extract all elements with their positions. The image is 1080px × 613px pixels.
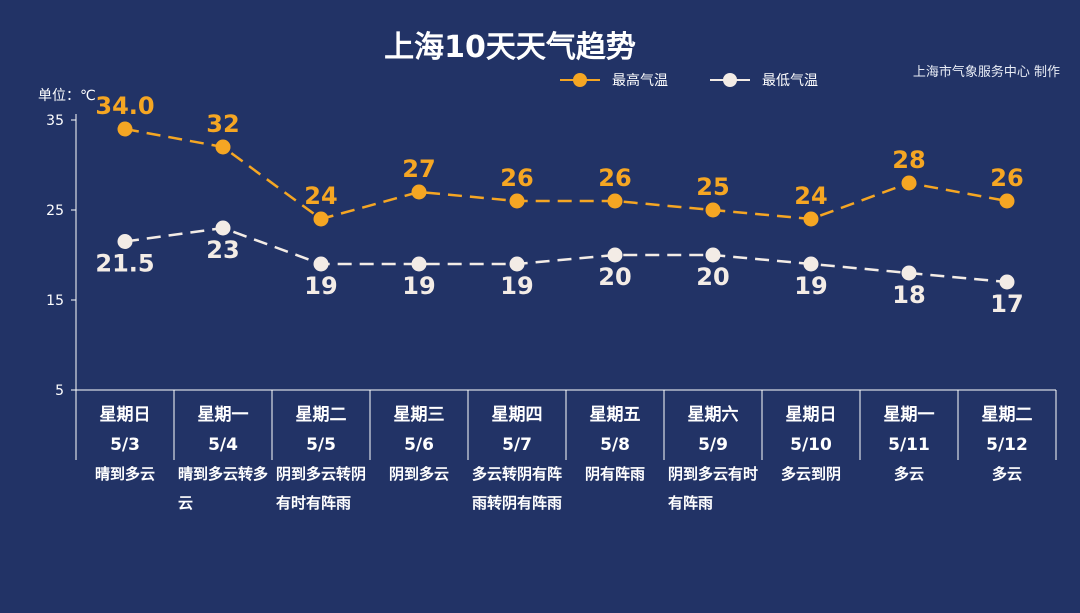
high-temp-label: 27 [402,155,435,183]
day-date: 5/9 [698,435,728,455]
low-temp-label: 20 [598,263,631,291]
low-temp-point [313,256,329,272]
high-temp-label: 24 [304,182,337,210]
high-temp-point [215,139,231,155]
chart-title: 上海10天天气趋势 [384,30,636,65]
day-date: 5/4 [208,435,238,455]
day-column: 星期日 5/3 晴到多云 [76,400,174,489]
day-column: 星期六 5/9 阴到多云有时有阵雨 [664,400,762,518]
day-weather: 阴到多云有时有阵雨 [668,465,759,512]
low-temp-point [901,265,917,281]
legend-item-low: 最低气温 [710,70,818,90]
day-weather: 多云 [893,465,924,483]
low-temp-point [999,274,1015,290]
legend-high-marker-icon [560,72,600,88]
day-date: 5/6 [404,435,434,455]
day-weather: 多云到阴 [780,465,841,483]
low-temp-label: 19 [794,272,827,300]
high-temp-point [411,184,427,200]
day-column: 星期二 5/5 阴到多云转阴有时有阵雨 [272,400,370,518]
high-temp-label: 32 [206,110,239,138]
day-date: 5/3 [110,435,140,455]
day-weather: 多云 [991,465,1022,483]
low-temp-point [509,256,525,272]
day-weather: 晴到多云 [94,465,155,483]
day-name: 星期五 [589,405,641,425]
day-name: 星期二 [981,405,1033,425]
day-column: 星期二 5/12 多云 [958,400,1056,489]
y-axis-unit-label: 单位：℃ [38,88,96,104]
low-temp-label: 20 [696,263,729,291]
day-column: 星期一 5/4 晴到多云转多云 [174,400,272,518]
high-temp-point [607,193,623,209]
day-date: 5/7 [502,435,532,455]
day-date: 5/5 [306,435,336,455]
day-column: 星期日 5/10 多云到阴 [762,400,860,489]
high-temp-point [999,193,1015,209]
low-temp-label: 19 [304,272,337,300]
high-temp-label: 26 [500,164,533,192]
day-weather: 晴到多云转多云 [178,465,269,512]
high-temp-label: 26 [990,164,1023,192]
low-temp-label: 19 [402,272,435,300]
high-temp-point [705,202,721,218]
day-date: 5/8 [600,435,630,455]
low-temp-label: 17 [990,290,1023,318]
day-name: 星期一 [883,405,935,425]
day-name: 星期三 [393,405,445,425]
low-temp-point [607,247,623,263]
day-name: 星期日 [99,405,151,425]
day-column: 星期三 5/6 阴到多云 [370,400,468,489]
day-name: 星期四 [491,405,543,425]
high-temp-line [124,127,1008,221]
high-temp-label: 24 [794,182,827,210]
low-temp-point [411,256,427,272]
day-date: 5/11 [888,435,930,455]
high-temp-point [509,193,525,209]
low-temp-label: 23 [206,236,239,264]
day-weather: 阴到多云 [388,465,449,483]
low-temp-point [215,220,231,236]
y-tick-label: 15 [46,293,64,309]
high-temp-label: 25 [696,173,729,201]
legend-low-marker-icon [710,72,750,88]
day-date: 5/12 [986,435,1028,455]
high-temp-point [313,211,329,227]
y-tick-label: 25 [46,203,64,219]
low-temp-point [117,234,133,249]
day-weather: 阴有阵雨 [584,465,645,483]
day-weather: 多云转阴有阵雨转阴有阵雨 [472,465,563,512]
high-temp-point [803,211,819,227]
y-tick-label: 35 [46,113,64,129]
high-temp-label: 26 [598,164,631,192]
day-column: 星期四 5/7 多云转阴有阵雨转阴有阵雨 [468,400,566,518]
low-temp-label: 18 [892,281,925,309]
low-temp-point [803,256,819,272]
legend-high-label: 最高气温 [612,73,668,89]
day-column: 星期一 5/11 多云 [860,400,958,489]
day-name: 星期六 [687,405,739,425]
legend-item-high: 最高气温 [560,70,668,90]
high-temp-label: 34.0 [95,92,154,120]
legend-low-label: 最低气温 [762,73,818,89]
y-tick-label: 5 [55,383,64,399]
high-temp-point [117,121,133,137]
high-temp-point [901,175,917,191]
low-temp-label: 21.5 [95,250,154,278]
low-temp-point [705,247,721,263]
high-temp-label: 28 [892,146,925,174]
day-name: 星期一 [197,405,249,425]
day-name: 星期日 [785,405,837,425]
day-weather: 阴到多云转阴有时有阵雨 [276,465,367,512]
day-column: 星期五 5/8 阴有阵雨 [566,400,664,489]
day-name: 星期二 [295,405,347,425]
day-date: 5/10 [790,435,832,455]
low-temp-label: 19 [500,272,533,300]
low-temp-line [124,226,1008,284]
source-credit: 上海市气象服务中心 制作 [912,65,1060,80]
